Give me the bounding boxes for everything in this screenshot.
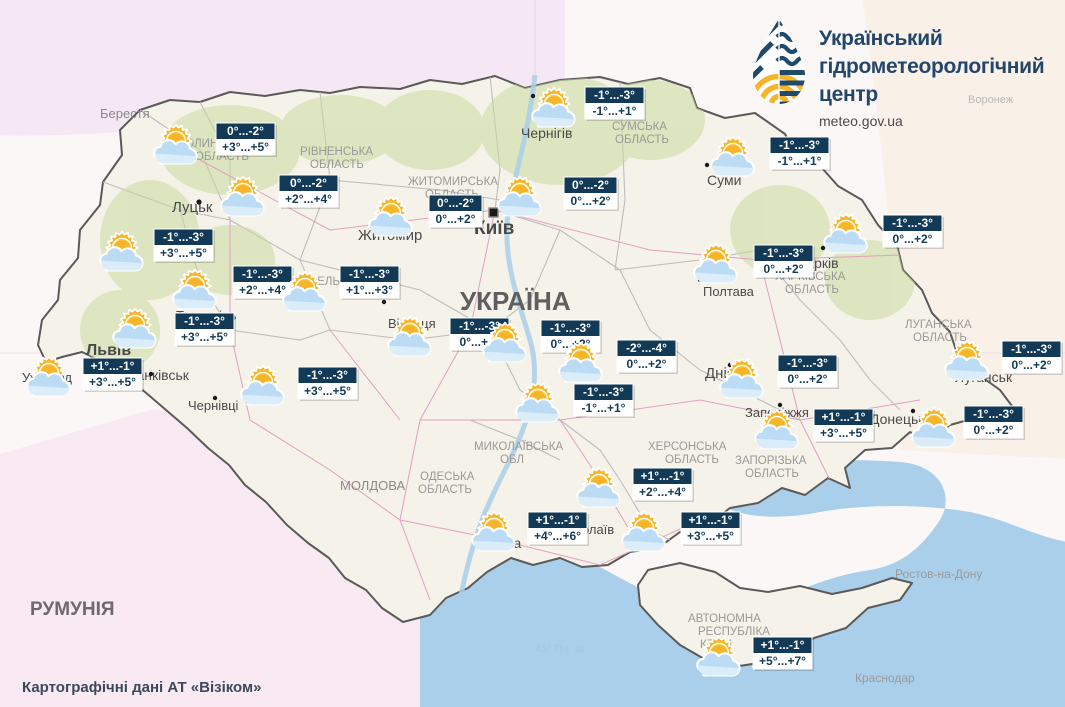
svg-text:0°...-2°: 0°...-2°: [437, 196, 474, 210]
svg-text:+1°...-1°: +1°...-1°: [536, 513, 580, 527]
svg-text:-1°...-3°: -1°...-3°: [349, 267, 390, 281]
svg-text:+1°...-1°: +1°...-1°: [91, 359, 135, 373]
svg-text:-1°...-3°: -1°...-3°: [779, 138, 820, 152]
svg-text:-1°...-3°: -1°...-3°: [787, 356, 828, 370]
svg-text:0°...-2°: 0°...-2°: [290, 176, 327, 190]
svg-text:+5°...+7°: +5°...+7°: [759, 654, 806, 668]
svg-text:-1°...-3°: -1°...-3°: [242, 267, 283, 281]
svg-text:+2°...+4°: +2°...+4°: [639, 485, 686, 499]
svg-text:-1°...-3°: -1°...-3°: [973, 407, 1014, 421]
svg-text:-1°...-3°: -1°...-3°: [892, 216, 933, 230]
svg-text:-1°...-3°: -1°...-3°: [1011, 342, 1052, 356]
svg-text:+3°...+5°: +3°...+5°: [820, 426, 867, 440]
svg-text:ЖИТОМИРСЬКА: ЖИТОМИРСЬКА: [408, 176, 498, 188]
svg-text:РУМУНІЯ: РУМУНІЯ: [30, 599, 115, 620]
svg-text:+3°...+5°: +3°...+5°: [687, 529, 734, 543]
svg-text:-1°...-3°: -1°...-3°: [763, 246, 804, 260]
svg-text:+3°...+5°: +3°...+5°: [181, 330, 228, 344]
svg-text:0°...+2°: 0°...+2°: [571, 194, 611, 208]
svg-text:-2°...-4°: -2°...-4°: [626, 341, 667, 355]
svg-text:ЛУГАНСЬКА: ЛУГАНСЬКА: [905, 319, 972, 331]
svg-text:0°...+2°: 0°...+2°: [764, 262, 804, 276]
svg-text:МИКОЛАЇВСЬКА: МИКОЛАЇВСЬКА: [474, 441, 563, 453]
svg-text:Ростов-на-Дону: Ростов-на-Дону: [895, 567, 982, 581]
svg-text:-1°...-3°: -1°...-3°: [163, 230, 204, 244]
svg-text:+1°...+3°: +1°...+3°: [346, 283, 393, 297]
svg-text:+1°...-1°: +1°...-1°: [689, 513, 733, 527]
svg-text:-1°...-3°: -1°...-3°: [184, 314, 225, 328]
svg-text:-1°...-3°: -1°...-3°: [307, 368, 348, 382]
svg-text:Воронеж: Воронеж: [968, 94, 1014, 106]
svg-text:ОБЛАСТЬ: ОБЛАСТЬ: [418, 484, 472, 496]
svg-text:центр: центр: [819, 83, 878, 106]
svg-text:+2°...+4°: +2°...+4°: [239, 283, 286, 297]
svg-text:-1°...+1°: -1°...+1°: [778, 154, 822, 168]
svg-text:-1°...-3°: -1°...-3°: [583, 385, 624, 399]
svg-text:Донецьк: Донецьк: [870, 411, 925, 427]
svg-text:meteo.gov.ua: meteo.gov.ua: [819, 113, 903, 129]
svg-text:+1°...-1°: +1°...-1°: [761, 638, 805, 652]
svg-text:Чернівці: Чернівці: [188, 398, 239, 413]
svg-text:Берестя: Берестя: [100, 106, 150, 121]
svg-text:0°...+2°: 0°...+2°: [627, 357, 667, 371]
svg-text:Луцьк: Луцьк: [172, 199, 213, 216]
svg-text:РІВНЕНСЬКА: РІВНЕНСЬКА: [300, 146, 373, 158]
svg-text:-1°...+1°: -1°...+1°: [582, 401, 626, 415]
svg-text:+3°...+5°: +3°...+5°: [304, 384, 351, 398]
svg-text:0°...+2°: 0°...+2°: [974, 423, 1014, 437]
svg-text:РЕСПУБЛІКА: РЕСПУБЛІКА: [698, 626, 770, 638]
svg-text:ОБЛАСТЬ: ОБЛАСТЬ: [310, 159, 364, 171]
svg-text:МОЛДОВА: МОЛДОВА: [340, 478, 405, 493]
svg-text:-1°...+1°: -1°...+1°: [593, 104, 637, 118]
svg-text:Картографічні дані АТ «Візіком: Картографічні дані АТ «Візіком»: [22, 679, 261, 696]
svg-text:ХЕРСОНСЬКА: ХЕРСОНСЬКА: [648, 441, 727, 453]
svg-text:+2°...+4°: +2°...+4°: [285, 192, 332, 206]
svg-text:УКРАЇНА: УКРАЇНА: [460, 286, 571, 316]
svg-text:Полтава: Полтава: [703, 284, 755, 299]
svg-text:+3°...+5°: +3°...+5°: [222, 140, 269, 154]
svg-text:+1°...-1°: +1°...-1°: [641, 469, 685, 483]
svg-text:0°...-2°: 0°...-2°: [572, 178, 609, 192]
svg-text:ЗАПОРІЗЬКА: ЗАПОРІЗЬКА: [735, 455, 807, 467]
svg-text:ОБЛАСТЬ: ОБЛАСТЬ: [745, 468, 799, 480]
svg-text:-1°...-3°: -1°...-3°: [550, 321, 591, 335]
svg-text:+4°...+6°: +4°...+6°: [534, 529, 581, 543]
svg-text:0°...+2°: 0°...+2°: [436, 212, 476, 226]
svg-text:гідрометеорологічний: гідрометеорологічний: [819, 55, 1044, 78]
svg-text:0°...+2°: 0°...+2°: [788, 372, 828, 386]
svg-text:-1°...-3°: -1°...-3°: [594, 88, 635, 102]
svg-text:0°...+2°: 0°...+2°: [1012, 358, 1052, 372]
svg-text:0°...-2°: 0°...-2°: [227, 124, 264, 138]
svg-text:ОБЛАСТЬ: ОБЛАСТЬ: [665, 454, 719, 466]
svg-text:СУМСЬКА: СУМСЬКА: [612, 121, 667, 133]
svg-text:ОДЕСЬКА: ОДЕСЬКА: [420, 471, 475, 483]
svg-text:45° Пн. ш.: 45° Пн. ш.: [535, 643, 587, 655]
svg-text:АВТОНОМНА: АВТОНОМНА: [688, 613, 761, 625]
svg-text:+3°...+5°: +3°...+5°: [160, 246, 207, 260]
svg-text:0°...+2°: 0°...+2°: [893, 232, 933, 246]
svg-text:+3°...+5°: +3°...+5°: [89, 375, 136, 389]
svg-text:ОБЛ: ОБЛ: [500, 454, 524, 466]
svg-text:ОБЛАСТЬ: ОБЛАСТЬ: [785, 284, 839, 296]
svg-text:Український: Український: [819, 27, 943, 50]
svg-text:Краснодар: Краснодар: [855, 671, 915, 685]
svg-text:ОБЛАСТЬ: ОБЛАСТЬ: [615, 134, 669, 146]
svg-text:+1°...-1°: +1°...-1°: [822, 410, 866, 424]
